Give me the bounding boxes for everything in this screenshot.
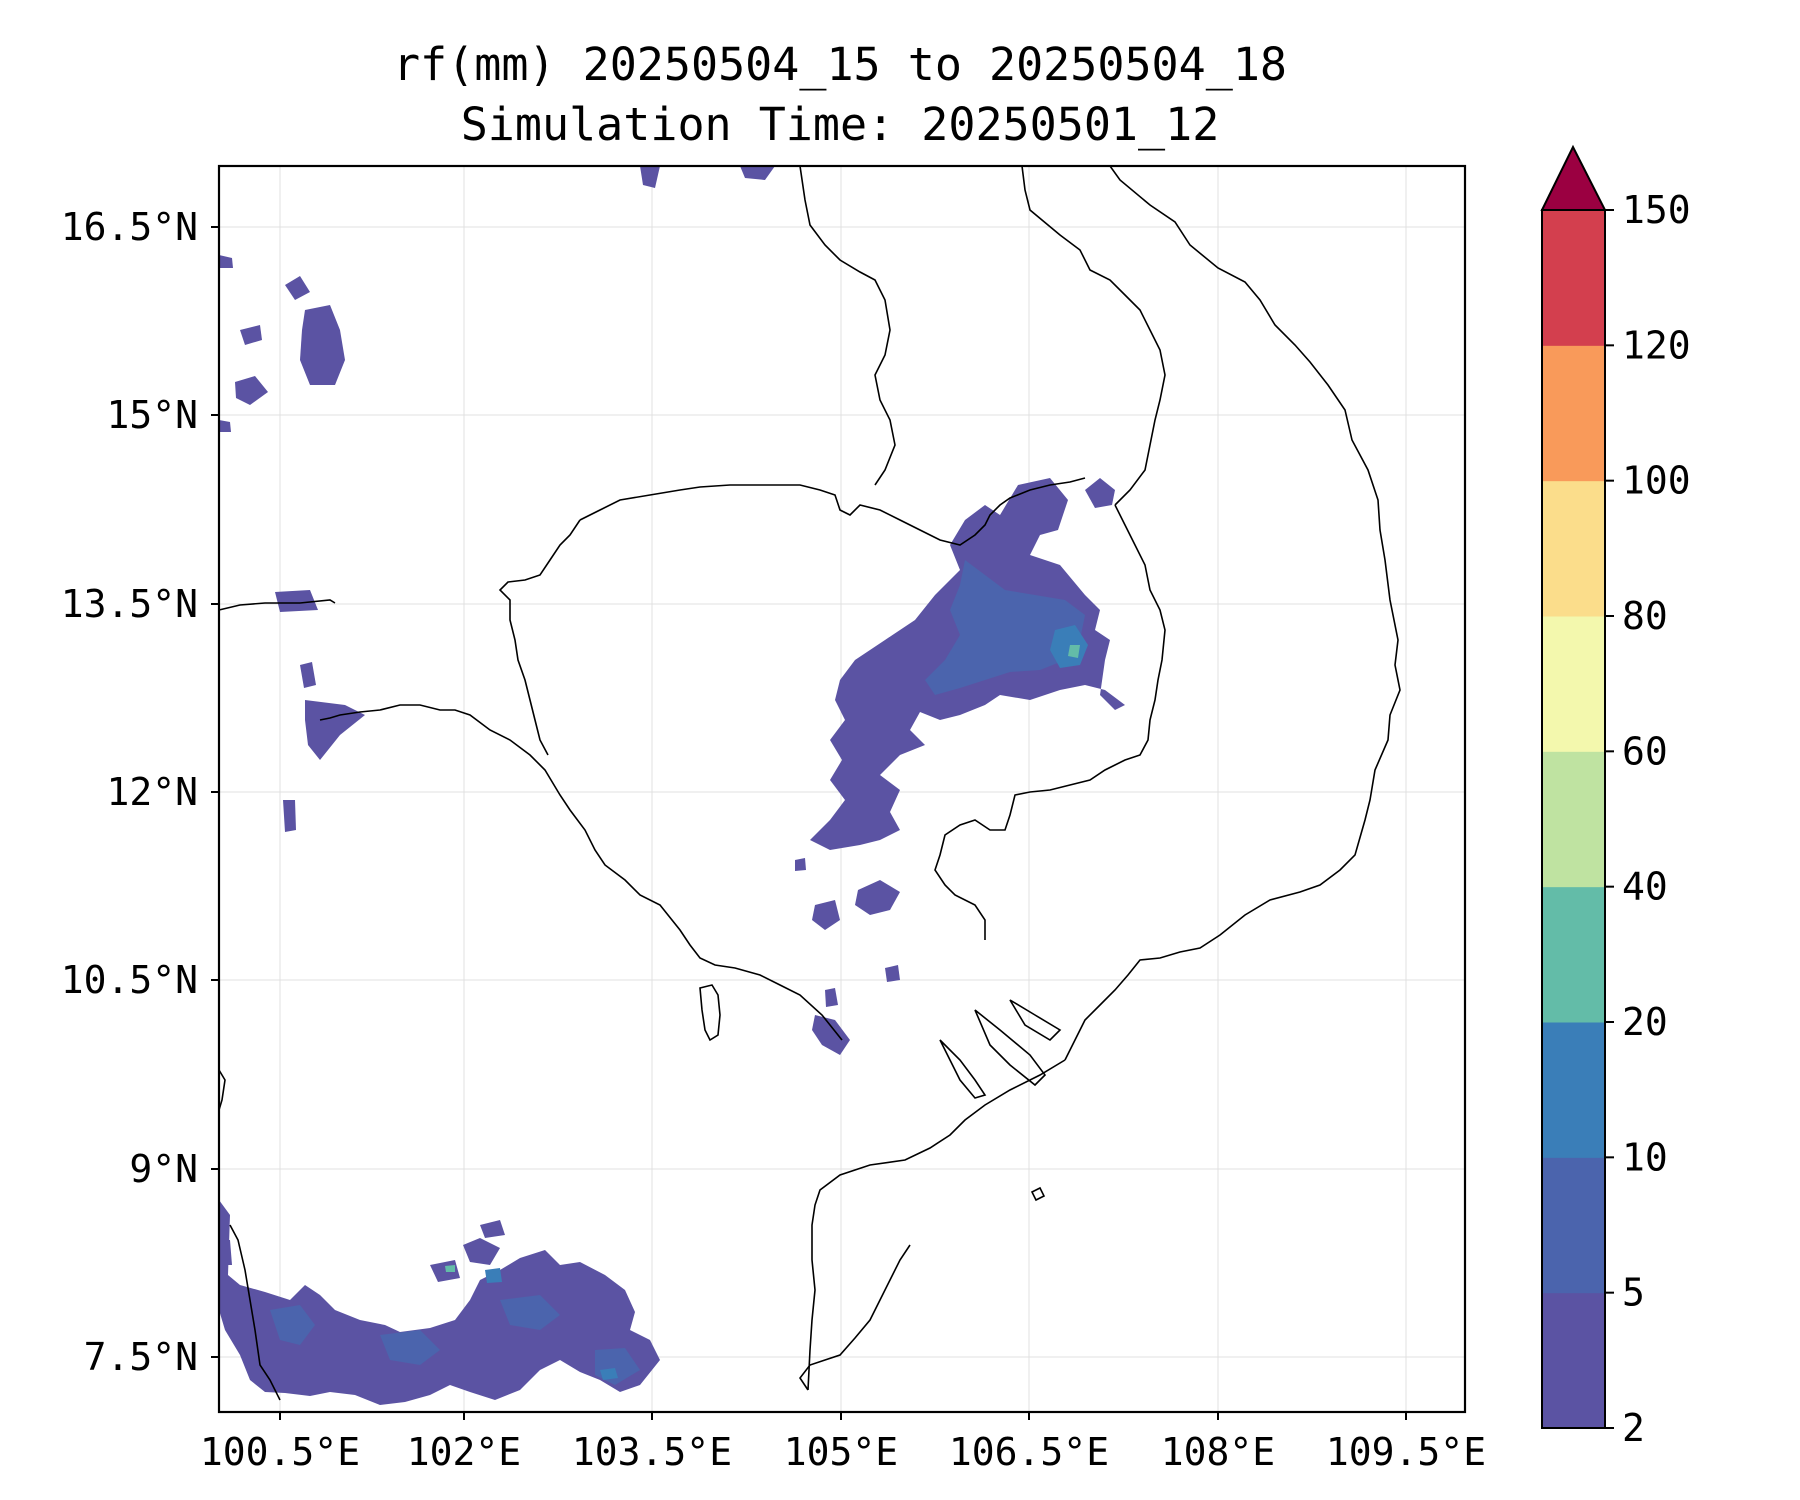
colorbar-tick-label: 20: [1622, 1000, 1668, 1044]
rain-area-central-peak: [1068, 645, 1080, 658]
colorbar-extend-arrow: [1540, 144, 1607, 211]
rain-area-west-1: [275, 590, 318, 612]
lat-tick-label: 15°N: [106, 393, 198, 437]
border-cambodia-vietnam: [934, 504, 1166, 940]
map-title: rf(mm) 20250504_15 to 20250504_18: [392, 38, 1288, 91]
lon-tick-label: 102°E: [407, 1430, 521, 1474]
rain-area-southwest: [219, 1200, 660, 1405]
lon-tick-label: 109.5°E: [1326, 1430, 1486, 1474]
colorbar-bin: [1542, 480, 1605, 617]
rain-area-south-4: [825, 988, 838, 1007]
latitude-ticks: 16.5°N 15°N 13.5°N 12°N 10.5°N 9°N 7.5°N: [61, 205, 219, 1379]
lat-tick-label: 12°N: [106, 770, 198, 814]
rain-area-west-2: [305, 700, 365, 760]
rain-area-northwest-2: [285, 276, 310, 300]
rain-area-northwest-3: [235, 376, 268, 405]
coastline-gulf-thailand: [319, 704, 843, 1041]
rain-area-southwest-core-2: [380, 1330, 440, 1365]
lon-tick-label: 105°E: [784, 1430, 898, 1474]
colorbar-tick-label: 5: [1622, 1271, 1645, 1315]
coastline-thai-west: [218, 599, 336, 611]
lat-tick-label: 9°N: [129, 1147, 198, 1191]
rain-area-south-1: [855, 880, 900, 915]
colorbar-frame: [1541, 209, 1606, 1429]
lat-tick-label: 13.5°N: [61, 582, 198, 626]
rain-area-southwest-core-3: [500, 1295, 560, 1330]
rainfall-contours: [219, 166, 1125, 1405]
colorbar-tick-label: 60: [1622, 729, 1668, 773]
colorbar-tick-label: 120: [1622, 323, 1691, 367]
border-cambodia-thailand-west: [498, 519, 581, 756]
rain-area-northwest-5: [219, 255, 233, 268]
rain-area-southwest-cell-1: [463, 1238, 500, 1265]
colorbar: 2 5 10 20 40 60 80 100 120 150: [1540, 144, 1691, 1450]
lon-tick-label: 103.5°E: [572, 1430, 732, 1474]
rain-area-southwest-cell-3: [480, 1220, 505, 1238]
mekong-distributary-3: [939, 1039, 987, 1099]
longitude-ticks: 100.5°E 102°E 103.5°E 105°E 106.5°E 108°E 109.…: [200, 1412, 1486, 1474]
border-laos-thailand: [799, 165, 896, 486]
colorbar-bin: [1542, 1157, 1605, 1294]
lon-tick-label: 108°E: [1161, 1430, 1275, 1474]
coastline-vietnam-east: [1064, 165, 1401, 1061]
rain-area-northwest-1: [300, 305, 345, 385]
rain-area-southwest-peak: [445, 1265, 455, 1272]
rain-area-southwest-core-1: [270, 1305, 315, 1345]
border-laos-vietnam: [1021, 165, 1166, 506]
colorbar-bin: [1542, 210, 1605, 346]
rain-area-northwest-6: [219, 420, 231, 432]
colorbar-bin: [1542, 1022, 1605, 1158]
rain-area-northwest-4: [240, 325, 262, 345]
colorbar-tick-label: 10: [1622, 1135, 1668, 1179]
rain-area-north-top: [640, 166, 660, 188]
colorbar-tick-label: 100: [1622, 459, 1691, 503]
coastline-malay-peninsula: [218, 1069, 281, 1401]
rain-area-central-core: [925, 560, 1085, 695]
rain-area-central-heavy: [1050, 625, 1088, 668]
island-phu-quoc: [699, 984, 721, 1042]
colorbar-tick-label: 40: [1622, 865, 1668, 909]
rain-area-south-5: [885, 965, 900, 982]
rain-area-southwest-cell-4: [219, 1240, 232, 1265]
colorbar-tick-label: 150: [1622, 188, 1691, 232]
colorbar-bin: [1542, 616, 1605, 752]
rain-area-southwest-heavy-1: [485, 1268, 502, 1283]
rain-area-north-top-2: [740, 166, 775, 180]
rain-area-west-4: [283, 800, 296, 832]
colorbar-bin: [1542, 886, 1605, 1023]
colorbar-tick-label: 80: [1622, 594, 1668, 638]
lat-tick-label: 16.5°N: [61, 205, 198, 249]
colorbar-bin: [1542, 751, 1605, 888]
mekong-distributary-1: [974, 1009, 1047, 1087]
rain-area-northeast: [1085, 478, 1115, 508]
rain-area-south-2: [812, 900, 840, 930]
rain-area-south-3: [812, 1015, 850, 1055]
colorbar-bin: [1542, 1292, 1605, 1429]
mekong-distributary-2: [1009, 999, 1062, 1042]
rain-area-southwest-heavy-2: [600, 1368, 618, 1380]
lat-tick-label: 7.5°N: [84, 1335, 198, 1379]
map-subtitle: Simulation Time: 20250501_12: [460, 98, 1220, 151]
island-con-dao: [1030, 1186, 1046, 1202]
lat-tick-label: 10.5°N: [61, 958, 198, 1002]
rain-area-south-6: [795, 858, 806, 871]
coastlines-and-borders: [218, 165, 1401, 1401]
rain-area-west-3: [300, 662, 316, 688]
coastline-mekong-delta: [807, 1059, 1066, 1391]
colorbar-bin: [1542, 345, 1605, 482]
border-cambodia-laos-thailand: [579, 477, 1086, 546]
lon-tick-label: 106.5°E: [949, 1430, 1109, 1474]
coastline-cambodia-south: [799, 1244, 911, 1391]
lon-tick-label: 100.5°E: [200, 1430, 360, 1474]
colorbar-tick-label: 2: [1622, 1406, 1645, 1450]
